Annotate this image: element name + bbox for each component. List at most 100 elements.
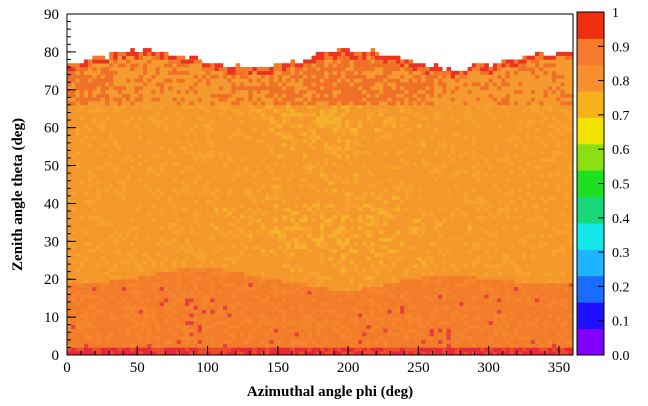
heatmap-cell	[71, 93, 76, 98]
heatmap-cell	[134, 301, 139, 307]
heatmap-cell	[206, 237, 211, 242]
heatmap-cell	[277, 328, 283, 333]
heatmap-cell	[218, 70, 224, 75]
heatmap-cell	[193, 207, 199, 212]
heatmap-cell	[172, 93, 177, 98]
heatmap-cell	[138, 176, 144, 182]
heatmap-cell	[231, 211, 236, 216]
heatmap-cell	[206, 78, 211, 83]
heatmap-cell	[218, 195, 224, 200]
heatmap-cell	[294, 229, 300, 235]
heatmap-cell	[138, 294, 144, 299]
heatmap-cell	[142, 116, 148, 121]
heatmap-cell	[328, 78, 333, 83]
heatmap-cell	[290, 301, 295, 307]
heatmap-cell	[67, 245, 72, 250]
heatmap-cell	[260, 157, 266, 163]
heatmap-cell	[307, 290, 312, 295]
heatmap-cell	[290, 112, 295, 117]
heatmap-cell	[151, 317, 156, 322]
heatmap-cell	[155, 339, 161, 344]
heatmap-cell	[239, 279, 245, 284]
heatmap-cell	[100, 214, 106, 219]
heatmap-cell	[315, 305, 321, 310]
heatmap-cell	[155, 55, 161, 60]
heatmap-cell	[290, 139, 295, 144]
heatmap-cell	[218, 320, 224, 325]
heatmap-cell	[142, 112, 148, 117]
heatmap-cell	[185, 286, 190, 291]
heatmap-cell	[248, 226, 253, 231]
heatmap-cell	[273, 195, 279, 200]
heatmap-cell	[163, 165, 169, 170]
heatmap-cell	[227, 245, 232, 250]
heatmap-cell	[201, 351, 207, 356]
heatmap-cell	[159, 97, 165, 102]
heatmap-cell	[113, 150, 118, 155]
heatmap-cell	[303, 131, 308, 136]
heatmap-cell	[79, 226, 85, 231]
heatmap-cell	[231, 85, 236, 91]
heatmap-cell	[180, 317, 186, 322]
heatmap-cell	[269, 89, 274, 94]
heatmap-cell	[134, 116, 139, 121]
heatmap-cell	[126, 332, 131, 337]
heatmap-cell	[239, 245, 245, 250]
heatmap-cell	[155, 283, 161, 288]
heatmap-cell	[100, 317, 106, 322]
heatmap-cell	[298, 233, 304, 238]
heatmap-cell	[138, 320, 144, 325]
heatmap-cell	[197, 203, 203, 208]
heatmap-cell	[269, 161, 274, 166]
heatmap-cell	[311, 85, 317, 91]
heatmap-cell	[214, 82, 220, 87]
heatmap-cell	[328, 286, 333, 291]
heatmap-cell	[96, 237, 102, 242]
heatmap-cell	[214, 294, 220, 299]
heatmap-cell	[197, 104, 203, 110]
heatmap-cell	[269, 104, 274, 110]
heatmap-cell	[185, 207, 190, 212]
heatmap-cell	[311, 351, 317, 356]
heatmap-cell	[235, 120, 241, 125]
heatmap-cell	[320, 351, 325, 356]
heatmap-cell	[100, 146, 106, 151]
heatmap-cell	[189, 241, 194, 246]
heatmap-cell	[223, 203, 228, 208]
heatmap-cell	[185, 279, 190, 284]
heatmap-cell	[67, 264, 72, 269]
heatmap-cell	[130, 97, 135, 102]
heatmap-cell	[294, 222, 300, 227]
heatmap-cell	[197, 320, 203, 325]
heatmap-cell	[277, 245, 283, 250]
heatmap-cell	[138, 173, 144, 178]
heatmap-cell	[252, 237, 258, 242]
heatmap-cell	[303, 260, 308, 265]
heatmap-cell	[290, 108, 295, 113]
heatmap-cell	[126, 97, 131, 102]
heatmap-cell	[282, 112, 287, 117]
heatmap-cell	[151, 123, 156, 128]
heatmap-cell	[244, 309, 249, 314]
heatmap-cell	[159, 279, 165, 284]
heatmap-cell	[214, 328, 220, 333]
heatmap-cell	[92, 339, 97, 344]
heatmap-cell	[75, 180, 80, 185]
heatmap-cell	[151, 169, 156, 174]
heatmap-cell	[298, 347, 304, 352]
heatmap-cell	[79, 229, 85, 235]
heatmap-cell	[104, 199, 110, 204]
heatmap-cell	[201, 161, 207, 166]
heatmap-cell	[290, 203, 295, 208]
heatmap-cell	[244, 104, 249, 110]
heatmap-cell	[210, 252, 215, 257]
heatmap-cell	[113, 309, 118, 314]
heatmap-cell	[256, 245, 262, 250]
heatmap-cell	[286, 218, 291, 223]
heatmap-cell	[231, 233, 236, 238]
heatmap-cell	[71, 82, 76, 87]
heatmap-cell	[298, 309, 304, 314]
heatmap-cell	[328, 248, 333, 253]
heatmap-cell	[100, 347, 106, 352]
heatmap-cell	[320, 309, 325, 314]
